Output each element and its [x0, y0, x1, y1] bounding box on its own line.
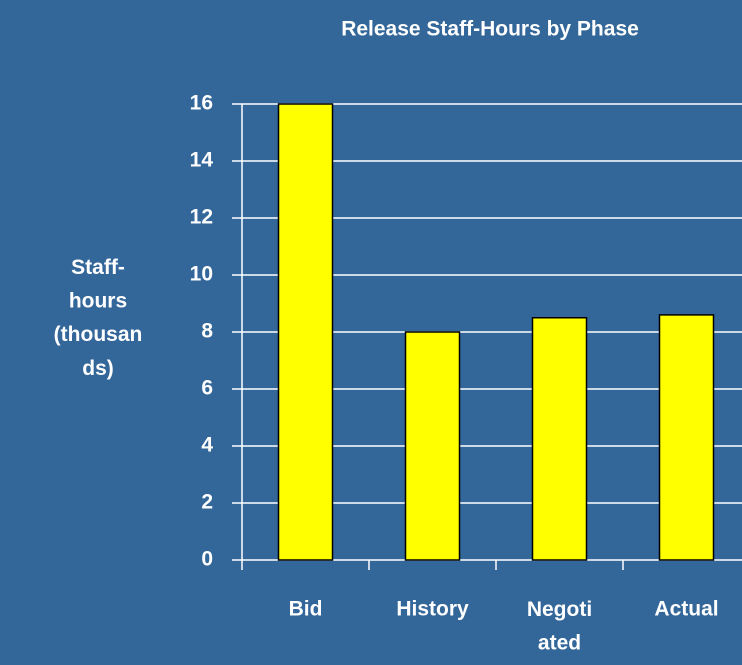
- bar: [404, 331, 461, 561]
- y-tick-label: 14: [190, 149, 214, 172]
- y-axis-label: Staff-hours (thousan ds): [54, 256, 143, 380]
- y-tick-label: 16: [190, 92, 213, 115]
- y-tick-label: 2: [201, 491, 213, 514]
- bar: [531, 317, 588, 561]
- y-tick-label: 10: [190, 263, 213, 286]
- y-tick-label: 0: [201, 548, 213, 571]
- y-tick-label: 4: [201, 434, 213, 457]
- x-tick-label: History: [396, 598, 469, 621]
- x-tick-label: Negoti ated: [527, 598, 592, 655]
- y-tick-label: 6: [201, 377, 213, 400]
- bar: [277, 103, 334, 561]
- x-tick-label: Actual: [654, 598, 718, 621]
- y-tick-label: 8: [201, 320, 213, 343]
- bar: [658, 314, 715, 561]
- y-tick-label: 12: [190, 206, 213, 229]
- x-tick-label: Bid: [289, 598, 323, 621]
- chart-title: Release Staff-Hours by Phase: [341, 18, 639, 41]
